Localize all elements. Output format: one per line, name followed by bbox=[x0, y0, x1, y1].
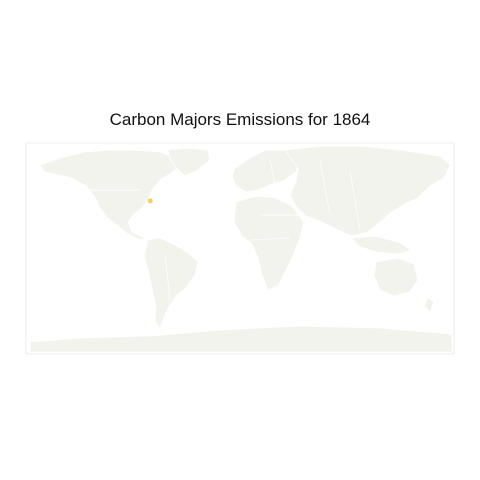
landmass-antarctica bbox=[29, 325, 453, 353]
landmass-africa bbox=[233, 195, 305, 291]
landmass-south-america bbox=[143, 237, 199, 329]
landmass-europe bbox=[231, 149, 301, 193]
landmass-greenland bbox=[167, 147, 211, 177]
border-line bbox=[269, 159, 276, 186]
border-line bbox=[249, 237, 291, 241]
land-layer bbox=[29, 145, 453, 353]
landmass-new-zealand bbox=[423, 297, 435, 313]
country-borders bbox=[70, 159, 361, 301]
landmass-asia bbox=[284, 145, 451, 237]
border-line bbox=[164, 254, 171, 301]
landmass-australia bbox=[373, 257, 419, 297]
emission-marker bbox=[147, 198, 153, 204]
map-title: Carbon Majors Emissions for 1864 bbox=[109, 110, 371, 129]
landmass-north-america bbox=[39, 149, 181, 241]
border-line bbox=[319, 159, 331, 216]
border-line bbox=[349, 169, 361, 231]
landmass-indonesia bbox=[351, 235, 414, 255]
